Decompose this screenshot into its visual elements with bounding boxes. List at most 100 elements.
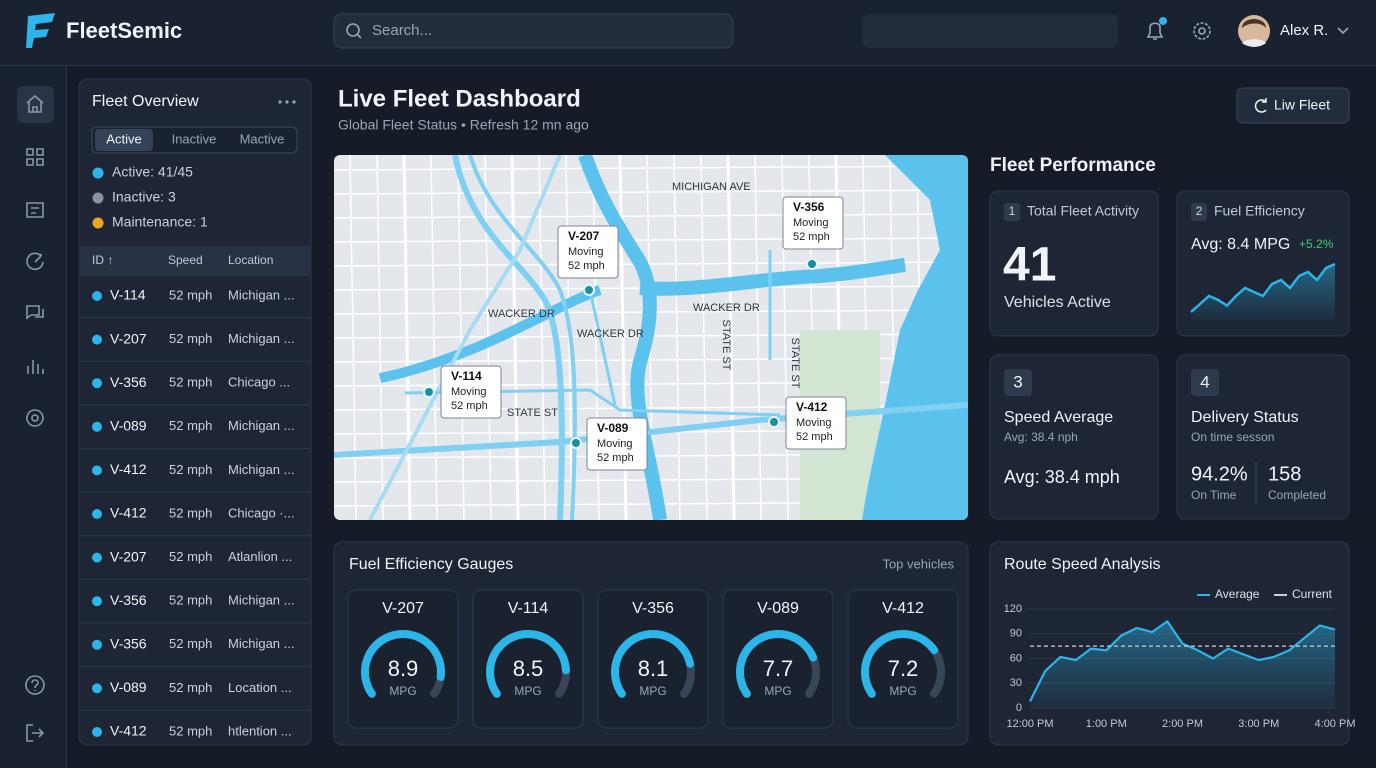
callout-id: V-114 bbox=[451, 369, 482, 383]
map-highway bbox=[368, 155, 562, 520]
logo bbox=[26, 13, 55, 48]
nav-icon[interactable] bbox=[26, 724, 45, 742]
nav-icon[interactable] bbox=[26, 94, 44, 113]
vehicle-callout bbox=[557, 225, 619, 279]
nav-icon[interactable] bbox=[25, 675, 45, 695]
settings-icon[interactable] bbox=[1193, 22, 1211, 40]
vehicle-speed: 52 mph bbox=[169, 462, 212, 477]
callout-status: Moving bbox=[451, 386, 486, 398]
map-labels: MICHIGAN AVE WACKER DR WACKER DR WACKER DR S… bbox=[423, 181, 847, 471]
callout-id: V-207 bbox=[568, 229, 600, 243]
y-tick-label: 120 bbox=[1004, 603, 1022, 615]
kpi-card bbox=[989, 190, 1159, 337]
nav-icon[interactable] bbox=[26, 148, 44, 166]
card-label: Speed Average bbox=[1004, 409, 1113, 426]
map-highway bbox=[334, 402, 968, 458]
vehicle-id[interactable]: V-089 bbox=[110, 418, 147, 434]
vehicle-id[interactable]: V-356 bbox=[110, 374, 147, 390]
gauge-unit: MPG bbox=[889, 684, 916, 698]
vehicle-id[interactable]: V-356 bbox=[110, 592, 147, 608]
button-label[interactable]: Liw Fleet bbox=[1274, 97, 1330, 113]
settings-icon bbox=[1198, 27, 1206, 35]
legend-label: Average bbox=[1215, 587, 1260, 601]
stat-label: Completed bbox=[1268, 488, 1326, 502]
nav-icon[interactable] bbox=[26, 409, 44, 427]
gauge-name: V-207 bbox=[382, 600, 424, 617]
x-tick-label: 1:00 PM bbox=[1086, 718, 1127, 730]
sidebar bbox=[0, 66, 66, 768]
vehicle-speed: 52 mph bbox=[169, 505, 212, 520]
live-fleet-button[interactable] bbox=[1236, 87, 1350, 124]
map-street bbox=[334, 189, 968, 195]
row-status-dot bbox=[92, 552, 102, 563]
gauge-fill bbox=[486, 630, 570, 698]
vehicle-location: Atlanlion ... bbox=[228, 549, 292, 564]
vehicle-pin[interactable] bbox=[806, 258, 818, 270]
y-tick-label: 0 bbox=[1016, 702, 1022, 714]
nav-icon[interactable] bbox=[26, 252, 44, 271]
column-header: ID ↑ bbox=[92, 253, 113, 267]
vehicle-id[interactable]: V-412 bbox=[110, 505, 147, 521]
card-value: 41 bbox=[1003, 239, 1056, 292]
gauge-value: 7.2 bbox=[888, 656, 919, 681]
vehicle-id[interactable]: V-412 bbox=[110, 723, 147, 739]
nav-icon[interactable] bbox=[26, 202, 44, 218]
gauge-value: 8.9 bbox=[388, 656, 419, 681]
nav-icon[interactable] bbox=[26, 305, 44, 320]
legend-label: Current bbox=[1292, 587, 1333, 601]
gauge-name: V-114 bbox=[508, 600, 549, 617]
vehicle-location: Michigan ... bbox=[228, 331, 294, 346]
vehicle-pin[interactable] bbox=[768, 416, 780, 428]
kpi-card bbox=[989, 354, 1159, 520]
status-label: Inactive: 3 bbox=[112, 189, 176, 205]
search-box[interactable] bbox=[333, 13, 734, 49]
vehicle-pin[interactable] bbox=[423, 386, 435, 398]
vehicle-id[interactable]: V-207 bbox=[110, 330, 147, 346]
row-status-dot bbox=[92, 291, 102, 301]
card-label: Total Fleet Activity bbox=[1027, 203, 1139, 219]
vehicle-speed: 52 mph bbox=[169, 723, 212, 738]
vehicle-speed: 52 mph bbox=[169, 680, 212, 695]
card-value: Avg: 8.4 MPG bbox=[1191, 236, 1290, 253]
nav-icon[interactable] bbox=[27, 360, 44, 374]
map[interactable]: MICHIGAN AVE WACKER DR WACKER DR WACKER DR S… bbox=[334, 155, 968, 520]
gauge-fill bbox=[736, 630, 818, 698]
map-river bbox=[379, 285, 602, 383]
map-lake bbox=[862, 155, 968, 520]
callout-speed: 52 mph bbox=[451, 400, 488, 412]
tab[interactable]: Active bbox=[106, 131, 141, 146]
page-subtitle: Global Fleet Status • Refresh 12 mn ago bbox=[338, 117, 589, 133]
vehicle-speed: 52 mph bbox=[169, 593, 212, 608]
panel-note: Top vehicles bbox=[882, 556, 954, 571]
search-icon bbox=[346, 23, 360, 37]
bell-icon[interactable] bbox=[1146, 22, 1164, 40]
vehicle-speed: 52 mph bbox=[169, 549, 212, 564]
vehicle-id[interactable]: V-089 bbox=[110, 679, 147, 695]
vehicle-pin[interactable] bbox=[583, 284, 595, 296]
card-value: Avg: 38.4 mph bbox=[1004, 467, 1120, 487]
status-label: Maintenance: 1 bbox=[112, 214, 208, 230]
status-dot bbox=[92, 217, 104, 229]
street-label: WACKER DR bbox=[488, 308, 555, 320]
vehicle-pin[interactable] bbox=[570, 437, 582, 449]
map-street bbox=[538, 155, 546, 520]
tab[interactable]: Mactive bbox=[240, 131, 285, 146]
vehicle-id[interactable]: V-356 bbox=[110, 636, 147, 652]
vehicle-id[interactable]: V-207 bbox=[110, 548, 147, 564]
gauge-unit: MPG bbox=[514, 684, 541, 698]
tab[interactable]: Inactive bbox=[172, 131, 217, 146]
line-series bbox=[1029, 620, 1336, 702]
callout-status: Moving bbox=[568, 246, 603, 258]
callout-id: V-356 bbox=[793, 200, 825, 214]
map-highway bbox=[468, 155, 577, 520]
vehicle-id[interactable]: V-412 bbox=[110, 461, 147, 477]
x-tick-label: 3:00 PM bbox=[1238, 718, 1279, 730]
vehicle-speed: 52 mph bbox=[169, 418, 212, 433]
search-placeholder: Search... bbox=[372, 22, 432, 39]
gauge-value: 8.5 bbox=[513, 656, 544, 681]
callout-status: Moving bbox=[597, 438, 632, 450]
x-tick-label: 2:00 PM bbox=[1162, 718, 1203, 730]
vehicle-id[interactable]: V-114 bbox=[110, 287, 146, 303]
